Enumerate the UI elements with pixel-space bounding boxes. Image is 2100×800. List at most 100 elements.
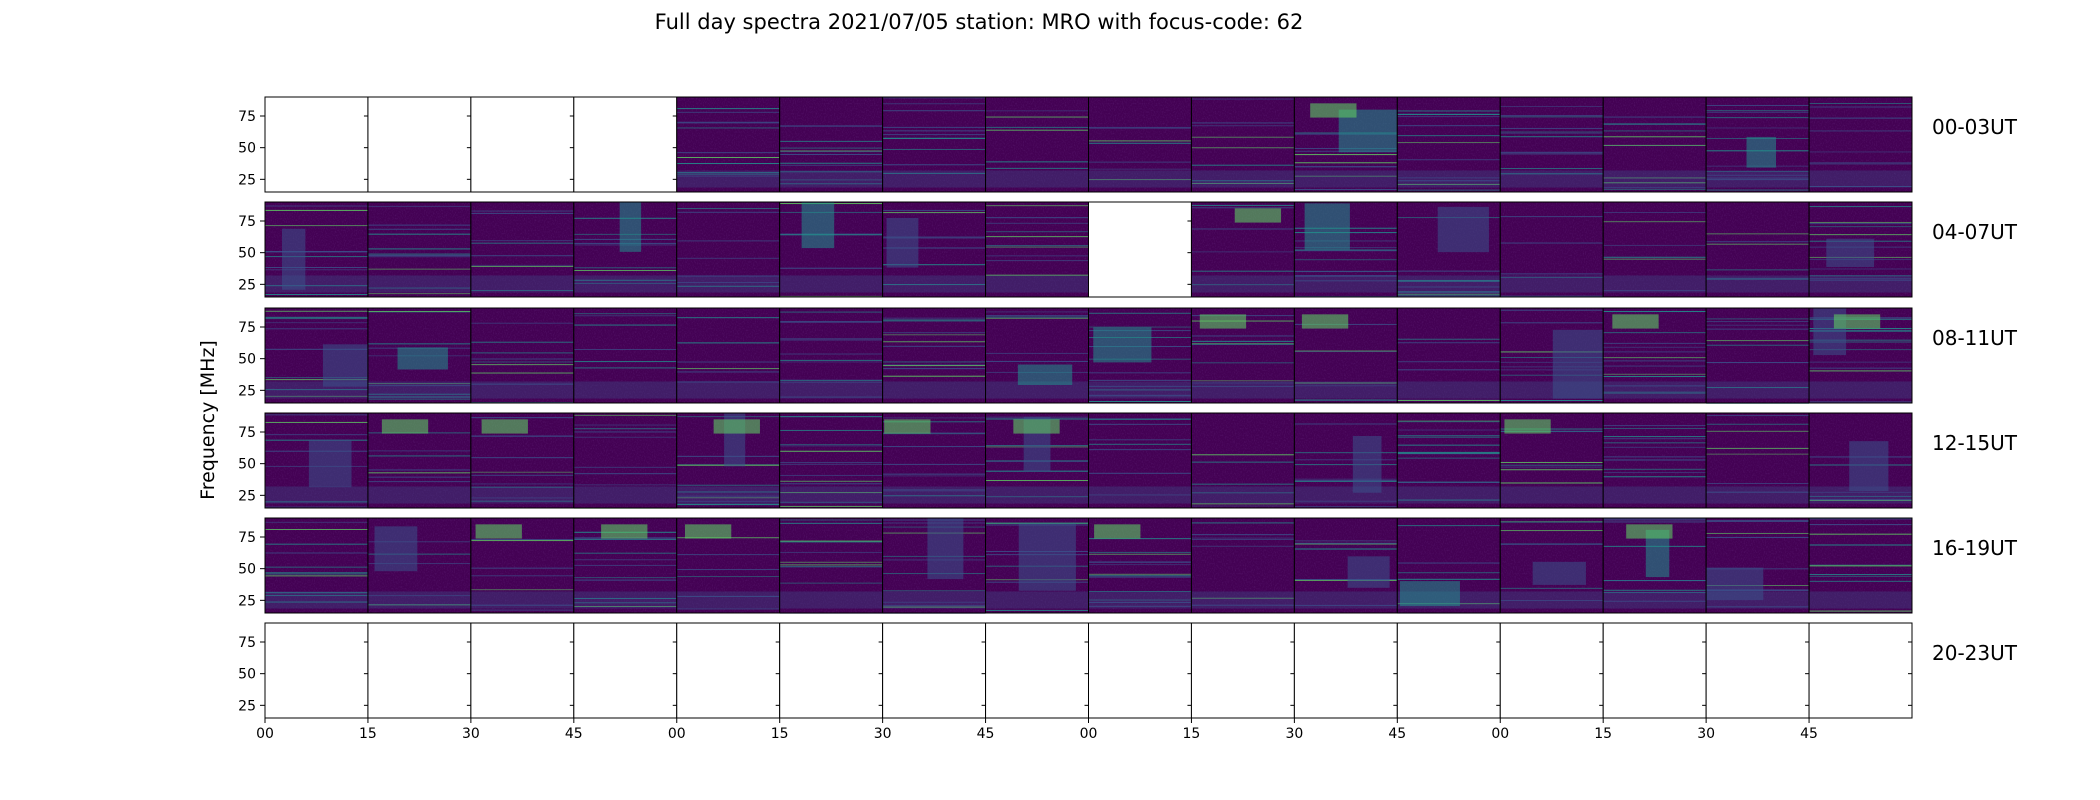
- spectrum-noise: [1088, 413, 1192, 508]
- row-label: 00-03UT: [1932, 115, 2018, 139]
- x-tick-label: 30: [1285, 726, 1303, 742]
- rfi-line: [676, 484, 780, 486]
- rfi-line: [265, 592, 368, 594]
- rfi-line: [985, 609, 1089, 611]
- spectrum-panel: [264, 622, 369, 719]
- rfi-line: [367, 476, 471, 478]
- spectrum-panel: [470, 412, 575, 509]
- rfi-line: [779, 461, 883, 463]
- rfi-line: [1397, 399, 1501, 401]
- rfi-line: [1088, 168, 1192, 170]
- rfi-line: [779, 450, 883, 452]
- rfi-block: [1849, 441, 1889, 492]
- low-band: [1397, 275, 1501, 293]
- rfi-line: [573, 605, 677, 607]
- rfi-line: [985, 360, 1089, 362]
- rfi-line: [367, 310, 471, 312]
- spectrum-panel: [1808, 307, 1913, 404]
- low-band: [1088, 486, 1192, 504]
- rfi-line: [985, 260, 1089, 262]
- rfi-burst: [684, 524, 732, 539]
- low-band: [676, 381, 780, 399]
- row-label: 12-15UT: [1932, 431, 2018, 455]
- rfi-line: [1603, 518, 1707, 520]
- rfi-line: [1809, 339, 1912, 341]
- rfi-line: [1294, 249, 1398, 251]
- rfi-line: [1809, 151, 1912, 153]
- x-tick-label: 45: [1800, 726, 1818, 742]
- rfi-line: [1603, 428, 1707, 430]
- rfi-line: [1294, 280, 1398, 282]
- rfi-line: [985, 255, 1089, 257]
- rfi-line: [1603, 459, 1707, 461]
- rfi-line: [1294, 543, 1398, 545]
- spectrum-noise: [1809, 97, 1912, 192]
- rfi-line: [676, 500, 780, 502]
- rfi-line: [1191, 538, 1295, 540]
- rfi-line: [882, 433, 986, 435]
- rfi-line: [1191, 204, 1295, 206]
- rfi-line: [1294, 579, 1398, 581]
- rfi-line: [1294, 579, 1398, 581]
- rfi-line: [1809, 580, 1912, 582]
- rfi-line: [1397, 292, 1501, 294]
- spectrum-noise: [265, 518, 368, 613]
- rfi-line: [573, 436, 677, 438]
- rfi-line: [1603, 177, 1707, 179]
- y-tick-label: 50: [238, 562, 256, 578]
- low-band: [882, 486, 986, 504]
- rfi-line: [265, 251, 368, 253]
- rfi-line: [779, 505, 883, 507]
- rfi-block: [1706, 567, 1764, 601]
- rfi-line: [882, 361, 986, 363]
- rfi-line: [367, 253, 471, 255]
- rfi-line: [573, 279, 677, 281]
- rfi-line: [882, 332, 986, 334]
- rfi-line: [1706, 177, 1810, 179]
- rfi-line: [779, 379, 883, 381]
- rfi-line: [470, 372, 574, 374]
- rfi-line: [1294, 166, 1398, 168]
- rfi-line: [265, 225, 368, 227]
- rfi-line: [265, 595, 368, 597]
- rfi-line: [1088, 140, 1192, 142]
- spectrum-panel: [1396, 201, 1501, 298]
- rfi-line: [573, 559, 677, 561]
- spectrum-panel: [573, 622, 678, 719]
- rfi-line: [779, 566, 883, 568]
- rfi-line: [573, 267, 677, 269]
- rfi-line: [1500, 357, 1604, 359]
- rfi-line: [1603, 342, 1707, 344]
- rfi-line: [1191, 122, 1295, 124]
- spectrum-panel: [1499, 96, 1604, 193]
- low-band: [1603, 170, 1707, 188]
- rfi-line: [779, 396, 883, 398]
- rfi-line: [470, 540, 574, 542]
- rfi-line: [265, 318, 368, 320]
- rfi-line: [265, 572, 368, 574]
- rfi-line: [1809, 491, 1912, 493]
- rfi-line: [1809, 401, 1912, 403]
- rfi-block: [308, 439, 352, 488]
- rfi-line: [1397, 452, 1501, 454]
- rfi-line: [1603, 592, 1707, 594]
- rfi-line: [573, 577, 677, 579]
- spectra-row: [264, 517, 1913, 614]
- rfi-line: [985, 317, 1089, 319]
- rfi-line: [779, 474, 883, 476]
- spectrum-panel: [1190, 412, 1295, 509]
- spectrum-panel: [676, 622, 781, 719]
- rfi-burst: [884, 419, 931, 434]
- rfi-line: [265, 601, 368, 603]
- rfi-line: [1500, 309, 1604, 311]
- rfi-line: [1294, 423, 1398, 425]
- rfi-line: [779, 162, 883, 164]
- rfi-line: [676, 257, 780, 259]
- rfi-line: [573, 424, 677, 426]
- spectrum-panel: [367, 307, 472, 404]
- rfi-block: [1645, 529, 1670, 578]
- spectrum-panel: [1499, 201, 1604, 298]
- rfi-line: [1500, 430, 1604, 432]
- rfi-line: [1603, 425, 1707, 427]
- rfi-line: [265, 379, 368, 381]
